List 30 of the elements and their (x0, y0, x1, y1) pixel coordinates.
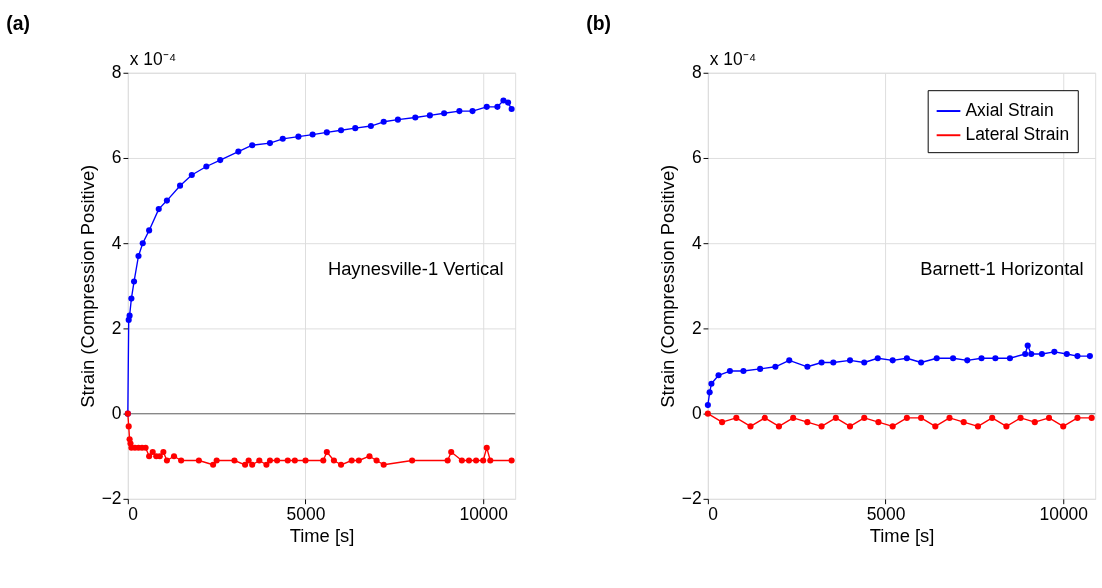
y-tick-label: 2 (691, 317, 702, 338)
y-tick-label: 4 (111, 232, 122, 253)
y-tick-label: 8 (691, 62, 702, 83)
annotation: Barnett-1 Horizontal (920, 257, 1084, 279)
text: x 10⁻⁴ (129, 49, 177, 70)
x-tick-label: 0 (708, 503, 719, 524)
x-tick-label: 10000 (1039, 503, 1089, 524)
x-tick-label: 10000 (459, 503, 509, 524)
y-tick-label: 6 (691, 147, 702, 168)
chart-title: (b) (586, 12, 612, 35)
chart-title: (a) (6, 12, 30, 35)
y-tick-label: 0 (111, 402, 122, 423)
x-axis-title: Time [s] (289, 524, 355, 546)
x-tick-label: 5000 (866, 503, 906, 524)
x-axis-title: Time [s] (869, 524, 935, 546)
y-axis-title: Strain (Compression Positive) (76, 164, 98, 408)
y-tick-label: 8 (111, 62, 122, 83)
annotation: Haynesville-1 Vertical (327, 257, 504, 279)
y-axis-title: Strain (Compression Positive) (656, 164, 678, 408)
y-tick-label: 6 (111, 147, 122, 168)
y-tick-label: −2 (681, 488, 702, 509)
y-tick-label: 0 (691, 402, 702, 423)
text: x 10⁻⁴ (709, 49, 757, 70)
legend-label: Axial Strain (965, 99, 1054, 120)
x-tick-label: 0 (128, 503, 139, 524)
x-tick-label: 5000 (286, 503, 326, 524)
y-tick-label: −2 (101, 488, 122, 509)
y-tick-label: 4 (691, 232, 702, 253)
y-tick-label: 2 (111, 317, 122, 338)
legend-label: Lateral Strain (965, 124, 1070, 145)
